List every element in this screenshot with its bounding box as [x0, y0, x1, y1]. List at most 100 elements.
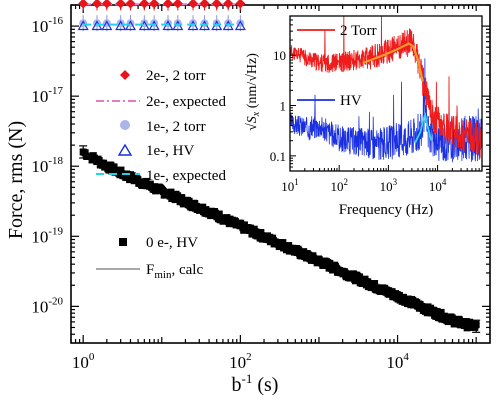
charged-series: [77, 0, 246, 32]
legend-label-1e-2torr: 1e-, 2 torr: [146, 119, 206, 135]
data-point-2e-2torr: [125, 0, 136, 9]
inset-y-axis-label: √Sx (nm/√Hz): [245, 53, 262, 131]
inset-x-tick-base: 10: [380, 179, 393, 194]
data-point-2e-2torr: [172, 0, 183, 9]
y-tick-exp: -19: [48, 225, 63, 237]
data-point-0e-hv: [117, 166, 125, 174]
data-point-2e-2torr: [149, 0, 160, 9]
data-point-0e-hv: [185, 197, 193, 205]
inset-x-tick-exp: 1: [294, 177, 299, 187]
inset-legend-hv-label: HV: [340, 93, 362, 109]
inset-x-tick-exp: 4: [442, 177, 447, 187]
x-tick-label: 104: [386, 351, 409, 372]
legend-marker-0e-hv: [119, 238, 127, 246]
inset-x-tick-label: 103: [380, 177, 398, 194]
zero-electron-series: [79, 145, 481, 333]
main-x-label-rest: (s): [252, 374, 278, 396]
y-tick-label: 10-17: [31, 85, 63, 106]
inset-y-label-rest: (nm/√Hz): [245, 53, 260, 112]
inset-y-label-sqrt: √: [245, 123, 260, 131]
data-point-2e-2torr: [92, 0, 103, 9]
y-tick-exp: -20: [48, 295, 63, 307]
data-point-1e-hv: [234, 20, 246, 31]
legend-label-0e-hv: 0 e-, HV: [146, 235, 198, 251]
x-tick-exp: 4: [403, 351, 409, 363]
inset-x-tick-base: 10: [281, 179, 294, 194]
inset-2torr-trace: [289, 15, 483, 159]
data-point-0e-hv: [364, 278, 372, 286]
legend-label-2e-2torr: 2e-, 2 torr: [146, 68, 206, 84]
legend-label-1e-expected: 1e-, expected: [146, 168, 226, 184]
legend-label-1e-hv: 1e-, HV: [146, 143, 194, 159]
y-tick-exp: -17: [48, 85, 63, 97]
y-tick-label: 10-19: [31, 225, 63, 246]
legend-marker-1e-hv: [117, 143, 133, 156]
inset-x-tick-exp: 3: [393, 177, 398, 187]
data-point-2e-2torr: [115, 0, 126, 9]
data-point-0e-hv: [167, 188, 175, 196]
legend-fmin-prefix: F: [146, 262, 154, 278]
data-point-2e-2torr: [211, 0, 222, 9]
y-tick-base: 10: [31, 297, 48, 316]
y-tick-base: 10: [31, 87, 48, 106]
inset-x-tick-exp: 2: [343, 177, 348, 187]
data-point-0e-hv: [326, 259, 334, 267]
data-point-2e-2torr: [101, 0, 112, 9]
data-point-2e-2torr: [235, 0, 246, 9]
y-tick-exp: -16: [48, 15, 63, 27]
data-point-0e-hv: [437, 308, 445, 316]
x-tick-base: 10: [229, 353, 246, 372]
main-x-axis-label: b-1 (s): [232, 371, 279, 396]
data-point-0e-hv: [371, 280, 379, 288]
inset-x-tick-base: 10: [330, 179, 343, 194]
x-tick-base: 10: [386, 353, 403, 372]
y-tick-base: 10: [31, 227, 48, 246]
y-tick-base: 10: [31, 17, 48, 36]
data-point-0e-hv: [279, 239, 287, 247]
inset-x-tick-label: 104: [429, 177, 447, 194]
data-point-2e-2torr: [199, 0, 210, 9]
inset-x-tick-label: 102: [330, 177, 348, 194]
inset-legend-2torr-label: 2 Torr: [340, 23, 377, 39]
x-tick-label: 102: [229, 351, 252, 372]
inset-x-tick-label: 101: [281, 177, 299, 194]
inset-x-axis-label: Frequency (Hz): [339, 202, 434, 218]
data-point-2e-2torr: [78, 0, 89, 9]
legend-marker-1e-2torr: [120, 120, 130, 130]
inset-2torr-expected-curve: [362, 42, 424, 82]
data-point-2e-2torr: [162, 0, 173, 9]
data-point-1e-hv: [101, 20, 113, 31]
data-point-2e-2torr: [188, 0, 199, 9]
data-point-2e-2torr: [223, 0, 234, 9]
inset-y-tick-label: 1: [280, 99, 287, 114]
legend-label-fmin: Fmin, calc: [146, 262, 203, 281]
legend-fmin-sub: min: [154, 269, 172, 281]
data-point-0e-hv: [110, 163, 118, 171]
legend-label-2e-expected: 2e-, expected: [146, 94, 226, 110]
y-tick-base: 10: [31, 157, 48, 176]
main-y-axis-label: Force, rms (N): [5, 121, 27, 239]
inset-series: [289, 15, 483, 163]
data-point-0e-hv: [215, 210, 223, 218]
inset-y-tick-label: 10: [273, 48, 286, 63]
inset-y-label-sub: x: [251, 111, 262, 117]
y-tick-label: 10-20: [31, 295, 63, 316]
main-plot-frame: [70, 4, 491, 344]
legend-lower: 0 e-, HV Fmin, calc: [96, 235, 203, 281]
main-x-label-base: b: [232, 374, 242, 396]
data-point-2e-2torr: [139, 0, 150, 9]
x-tick-exp: 2: [246, 351, 252, 363]
x-tick-base: 10: [72, 353, 89, 372]
legend-fmin-suffix: , calc: [171, 262, 203, 278]
x-tick-label: 100: [72, 351, 95, 372]
legend-upper: 2e-, 2 torr 2e-, expected 1e-, 2 torr 1e…: [96, 68, 226, 184]
inset-x-tick-base: 10: [429, 179, 442, 194]
legend-marker-2e-2torr: [120, 70, 130, 80]
inset-y-tick-label: 0.1: [270, 149, 286, 164]
x-tick-exp: 0: [89, 351, 95, 363]
inset-hv-expected-curve: [414, 111, 433, 144]
main-x-label-sup: -1: [242, 371, 253, 386]
data-point-0e-hv: [81, 149, 89, 157]
